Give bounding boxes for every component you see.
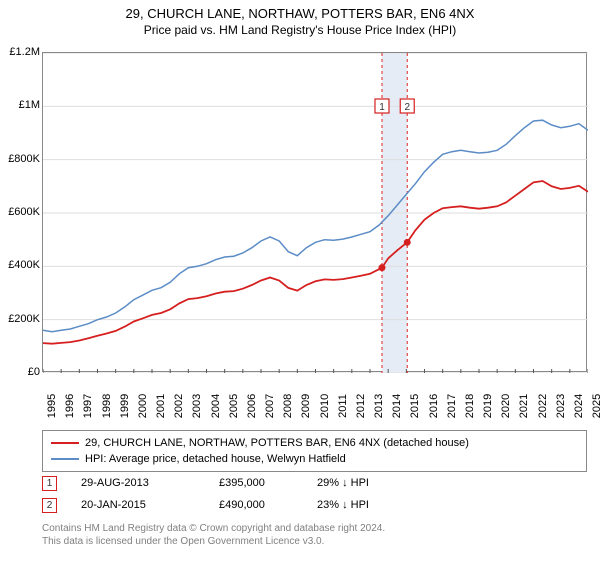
chart-subtitle: Price paid vs. HM Land Registry's House … — [0, 23, 600, 37]
xtick-label: 2017 — [446, 394, 458, 418]
credits-line2: This data is licensed under the Open Gov… — [42, 535, 385, 548]
xtick-label: 2008 — [282, 394, 294, 418]
ytick-label: £0 — [0, 366, 40, 378]
legend-item-property: 29, CHURCH LANE, NORTHAW, POTTERS BAR, E… — [51, 435, 578, 451]
chart-plot-area: 12 — [42, 52, 587, 372]
ytick-label: £800K — [0, 153, 40, 165]
marker-date: 20-JAN-2015 — [81, 499, 201, 511]
xtick-label: 2019 — [482, 394, 494, 418]
marker-badge: 2 — [42, 498, 57, 513]
xtick-label: 2009 — [300, 394, 312, 418]
legend-swatch-hpi — [51, 458, 79, 460]
legend-item-hpi: HPI: Average price, detached house, Welw… — [51, 451, 578, 467]
ytick-label: £1M — [0, 99, 40, 111]
xtick-label: 2000 — [137, 394, 149, 418]
marker-pct: 23% ↓ HPI — [317, 499, 417, 511]
xtick-label: 1996 — [64, 394, 76, 418]
ytick-label: £200K — [0, 313, 40, 325]
svg-text:1: 1 — [379, 102, 385, 113]
xtick-label: 2013 — [373, 394, 385, 418]
marker-date: 29-AUG-2013 — [81, 477, 201, 489]
credits: Contains HM Land Registry data © Crown c… — [42, 522, 385, 548]
xtick-label: 2011 — [337, 394, 349, 418]
xtick-label: 2012 — [355, 394, 367, 418]
xtick-label: 2024 — [573, 394, 585, 418]
legend-swatch-property — [51, 442, 79, 444]
marker-row: 1 29-AUG-2013 £395,000 29% ↓ HPI — [42, 472, 587, 494]
xtick-label: 2022 — [537, 394, 549, 418]
chart-svg: 12 — [43, 53, 588, 373]
xtick-label: 2023 — [555, 394, 567, 418]
legend-label-property: 29, CHURCH LANE, NORTHAW, POTTERS BAR, E… — [85, 437, 469, 449]
chart-title: 29, CHURCH LANE, NORTHAW, POTTERS BAR, E… — [0, 6, 600, 21]
ytick-label: £1.2M — [0, 46, 40, 58]
ytick-label: £600K — [0, 206, 40, 218]
xtick-label: 1997 — [82, 394, 94, 418]
xtick-label: 2005 — [228, 394, 240, 418]
xtick-label: 2020 — [500, 394, 512, 418]
xtick-label: 2021 — [518, 394, 530, 418]
xtick-label: 2018 — [464, 394, 476, 418]
svg-text:2: 2 — [404, 102, 410, 113]
legend-label-hpi: HPI: Average price, detached house, Welw… — [85, 453, 346, 465]
xtick-label: 2001 — [155, 394, 167, 418]
ytick-label: £400K — [0, 259, 40, 271]
xtick-label: 2014 — [391, 394, 403, 418]
credits-line1: Contains HM Land Registry data © Crown c… — [42, 522, 385, 535]
xtick-label: 2003 — [191, 394, 203, 418]
xtick-label: 2025 — [591, 394, 600, 418]
marker-table: 1 29-AUG-2013 £395,000 29% ↓ HPI 2 20-JAN-201… — [42, 472, 587, 516]
xtick-label: 2006 — [246, 394, 258, 418]
marker-pct: 29% ↓ HPI — [317, 477, 417, 489]
xtick-label: 2007 — [264, 394, 276, 418]
xtick-label: 2015 — [409, 394, 421, 418]
marker-price: £395,000 — [219, 477, 299, 489]
xtick-label: 1998 — [101, 394, 113, 418]
marker-row: 2 20-JAN-2015 £490,000 23% ↓ HPI — [42, 494, 587, 516]
xtick-label: 2004 — [210, 394, 222, 418]
legend: 29, CHURCH LANE, NORTHAW, POTTERS BAR, E… — [42, 430, 587, 472]
xtick-label: 2002 — [173, 394, 185, 418]
xtick-label: 1999 — [119, 394, 131, 418]
marker-price: £490,000 — [219, 499, 299, 511]
xtick-label: 2010 — [319, 394, 331, 418]
xtick-label: 2016 — [428, 394, 440, 418]
xtick-label: 1995 — [46, 394, 58, 418]
marker-badge: 1 — [42, 476, 57, 491]
